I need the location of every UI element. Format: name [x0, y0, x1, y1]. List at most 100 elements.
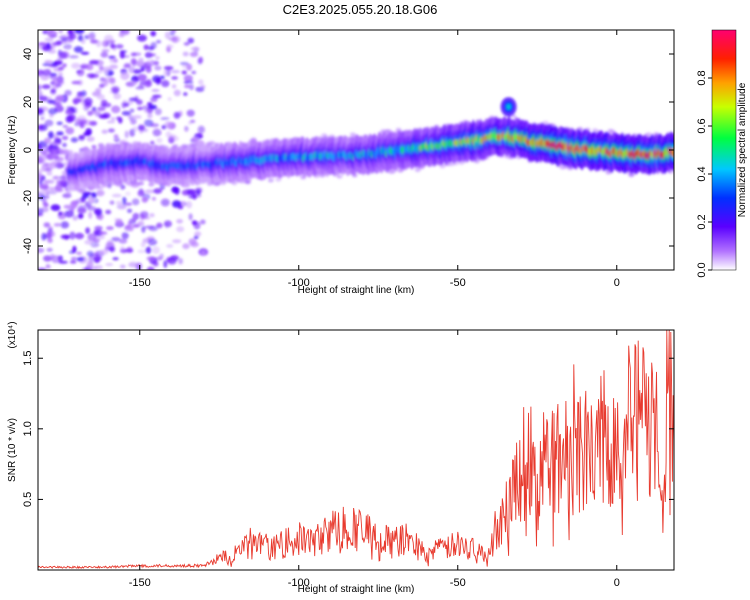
noise-speckle: [110, 43, 116, 49]
noise-speckle: [73, 99, 79, 105]
ridge-halo: [126, 182, 133, 187]
noise-speckle: [163, 220, 172, 228]
noise-speckle: [50, 88, 56, 94]
noise-speckle: [191, 220, 198, 226]
noise-speckle: [50, 34, 58, 38]
noise-speckle: [137, 124, 145, 131]
noise-speckle: [133, 52, 142, 57]
noise-speckle: [107, 128, 115, 133]
top-y-tick-label: 20: [22, 96, 34, 108]
noise-speckle: [76, 257, 85, 262]
noise-speckle: [64, 89, 72, 96]
ridge-halo: [386, 129, 393, 134]
side-feature: [506, 103, 511, 110]
snr-series-line: [38, 330, 674, 569]
noise-speckle: [99, 83, 105, 88]
noise-speckle: [80, 63, 89, 69]
heatmap-cells: [38, 30, 674, 270]
noise-speckle: [152, 128, 162, 137]
noise-speckle: [197, 125, 205, 134]
noise-speckle: [58, 30, 63, 34]
noise-speckle: [110, 117, 116, 121]
noise-speckle: [58, 72, 63, 77]
noise-speckle: [111, 105, 121, 114]
ridge-halo: [138, 181, 144, 186]
noise-speckle: [163, 69, 168, 77]
noise-speckle: [38, 84, 42, 91]
ridge-halo: [46, 165, 53, 170]
noise-speckle: [200, 250, 206, 256]
noise-speckle: [38, 247, 45, 253]
noise-speckle: [134, 261, 143, 269]
noise-speckle: [105, 263, 114, 266]
top-y-axis-label: Frequency (Hz): [7, 116, 18, 185]
noise-speckle: [171, 30, 177, 33]
noise-speckle: [43, 255, 52, 262]
ridge-halo: [103, 183, 110, 188]
ridge-halo: [628, 172, 635, 177]
noise-speckle: [61, 135, 69, 141]
noise-speckle: [120, 184, 126, 190]
noise-speckle: [198, 56, 204, 64]
noise-speckle: [184, 125, 189, 132]
noise-speckle: [150, 30, 157, 37]
ridge-halo: [57, 157, 64, 162]
noise-speckle: [119, 264, 126, 269]
noise-speckle: [40, 124, 48, 131]
noise-speckle: [38, 90, 43, 99]
noise-speckle: [41, 69, 52, 76]
noise-speckle: [107, 70, 114, 76]
ridge-halo: [42, 154, 49, 159]
noise-speckle: [164, 121, 172, 129]
noise-speckle: [95, 87, 102, 93]
noise-speckle: [45, 264, 51, 268]
noise-speckle: [125, 191, 131, 196]
noise-speckle: [106, 226, 114, 231]
noise-speckle: [40, 116, 45, 121]
ridge-halo: [38, 184, 45, 189]
noise-speckle: [160, 198, 170, 207]
noise-speckle: [91, 192, 97, 199]
noise-speckle: [167, 97, 172, 101]
ridge-halo: [50, 154, 57, 159]
noise-speckle: [128, 66, 135, 74]
noise-speckle: [99, 77, 106, 82]
noise-speckle: [183, 80, 189, 84]
noise-speckle: [85, 128, 92, 135]
noise-speckle: [109, 64, 118, 70]
noise-speckle: [138, 188, 144, 195]
ridge-halo: [42, 162, 49, 167]
noise-speckle: [56, 131, 64, 136]
noise-speckle: [79, 69, 85, 74]
noise-speckle: [42, 188, 49, 195]
top-x-ticks: -150 -100 -50 0: [129, 30, 620, 289]
noise-speckle: [183, 42, 190, 46]
noise-speckle: [44, 37, 54, 42]
noise-speckle: [95, 70, 103, 74]
noise-speckle: [90, 39, 99, 44]
noise-speckle: [152, 246, 160, 254]
noise-speckle: [164, 31, 171, 39]
noise-speckle: [47, 237, 53, 244]
ridge-halo: [275, 177, 282, 182]
ridge-halo: [65, 191, 72, 195]
noise-speckle: [58, 51, 68, 59]
bottom-x-tick-label: 0: [614, 577, 620, 589]
noise-speckle: [145, 246, 152, 254]
ridge-halo: [52, 149, 59, 154]
noise-speckle: [141, 196, 148, 203]
noise-speckle: [150, 123, 159, 128]
noise-speckle: [109, 200, 115, 205]
ridge-halo: [439, 164, 446, 169]
noise-speckle: [109, 246, 115, 253]
noise-speckle: [44, 137, 51, 144]
noise-speckle: [126, 248, 134, 253]
noise-speckle: [189, 51, 199, 58]
noise-speckle: [80, 51, 90, 55]
noise-speckle: [108, 55, 116, 59]
noise-speckle: [156, 39, 162, 44]
noise-speckle: [155, 56, 160, 60]
ridge-halo: [231, 181, 238, 186]
noise-speckle: [145, 66, 152, 73]
noise-speckle: [187, 189, 196, 195]
